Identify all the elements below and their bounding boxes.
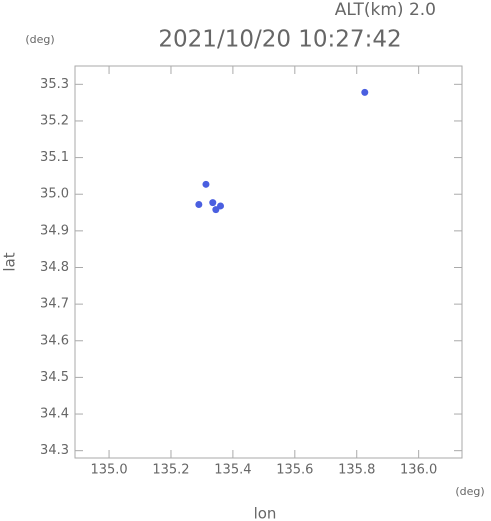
y-unit: (deg) — [25, 33, 54, 46]
data-point — [212, 206, 220, 214]
x-axis-label: lon — [254, 505, 277, 521]
y-tick-label: 34.6 — [40, 333, 69, 348]
y-tick-label: 35.2 — [40, 113, 69, 128]
altitude-label: ALT(km) 2.0 — [335, 0, 436, 20]
x-tick-label: 135.8 — [338, 463, 375, 478]
x-tick-label: 136.0 — [400, 463, 437, 478]
y-tick-label: 34.9 — [40, 223, 69, 238]
y-tick-label: 34.3 — [40, 443, 69, 458]
x-tick-label: 135.2 — [152, 463, 189, 478]
y-axis-label: lat — [1, 252, 19, 271]
y-tick-label: 35.1 — [40, 150, 69, 165]
y-tick-label: 35.0 — [40, 187, 69, 202]
y-tick-label: 34.5 — [40, 370, 69, 385]
data-point — [202, 180, 210, 188]
y-tick-label: 34.8 — [40, 260, 69, 275]
x-tick-label: 135.4 — [214, 463, 251, 478]
x-tick-label: 135.0 — [90, 463, 127, 478]
plot-frame — [74, 65, 463, 459]
y-tick-label: 34.7 — [40, 297, 69, 312]
data-point — [195, 200, 203, 208]
x-tick-label: 135.6 — [276, 463, 313, 478]
y-tick-label: 34.4 — [40, 407, 69, 422]
x-unit: (deg) — [455, 485, 484, 498]
y-tick-label: 35.3 — [40, 77, 69, 92]
data-point — [361, 88, 369, 96]
chart-title: 2021/10/20 10:27:42 — [158, 27, 401, 53]
data-point — [209, 199, 217, 207]
